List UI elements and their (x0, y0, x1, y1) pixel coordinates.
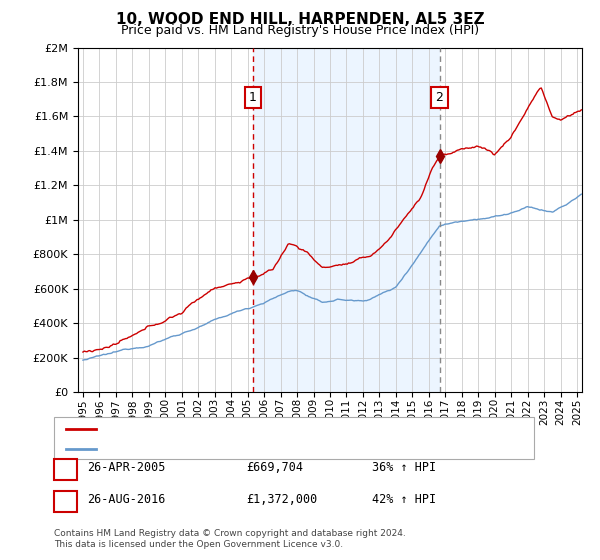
Text: 2: 2 (61, 493, 70, 506)
Text: £1,372,000: £1,372,000 (246, 493, 317, 506)
Text: £669,704: £669,704 (246, 461, 303, 474)
Text: Contains HM Land Registry data © Crown copyright and database right 2024.
This d: Contains HM Land Registry data © Crown c… (54, 529, 406, 549)
Text: 26-APR-2005: 26-APR-2005 (87, 461, 166, 474)
Text: Price paid vs. HM Land Registry's House Price Index (HPI): Price paid vs. HM Land Registry's House … (121, 24, 479, 37)
Text: 2: 2 (436, 91, 443, 104)
Text: 26-AUG-2016: 26-AUG-2016 (87, 493, 166, 506)
Text: 1: 1 (61, 461, 70, 474)
Text: 10, WOOD END HILL, HARPENDEN, AL5 3EZ: 10, WOOD END HILL, HARPENDEN, AL5 3EZ (116, 12, 484, 27)
Text: 1: 1 (249, 91, 257, 104)
Text: 36% ↑ HPI: 36% ↑ HPI (372, 461, 436, 474)
Bar (253, 48, 440, 392)
Text: 10, WOOD END HILL, HARPENDEN, AL5 3EZ (detached house): 10, WOOD END HILL, HARPENDEN, AL5 3EZ (d… (105, 424, 449, 434)
Text: 42% ↑ HPI: 42% ↑ HPI (372, 493, 436, 506)
Text: HPI: Average price, detached house, St Albans: HPI: Average price, detached house, St A… (105, 444, 364, 454)
